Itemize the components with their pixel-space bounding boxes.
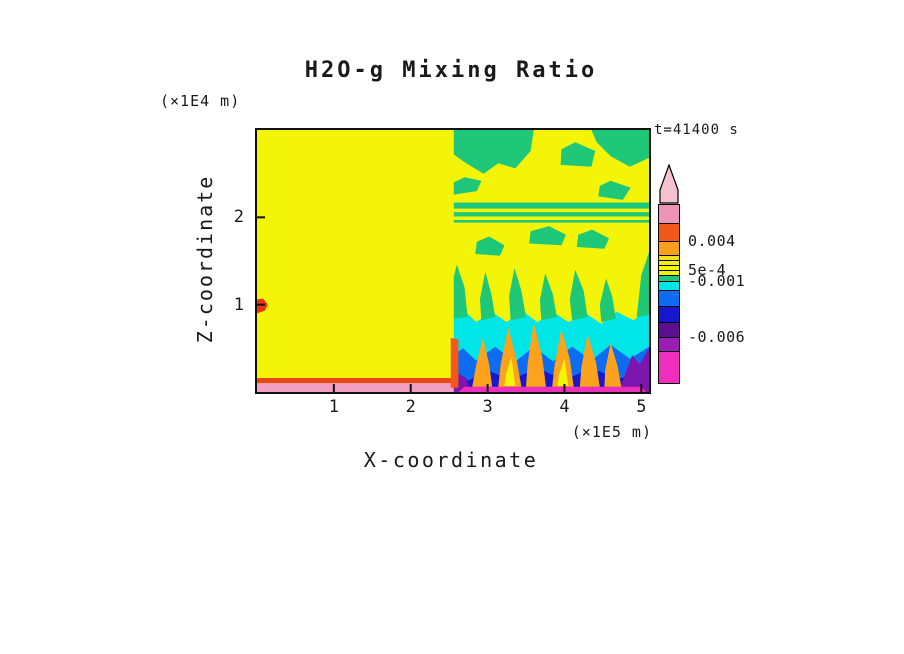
region-green-stripe-2 [453, 212, 649, 217]
region-plume-4-core [557, 358, 569, 386]
x-tick-label: 3 [482, 397, 493, 417]
colorbar-segment-10 [659, 306, 679, 322]
x-tick-label: 2 [405, 397, 416, 417]
region-green-blob-top-mid [560, 142, 596, 167]
region-green-blob-mid-1 [475, 236, 505, 256]
colorbar-segment-11 [659, 322, 679, 337]
x-axis-title: X-coordinate [363, 448, 539, 472]
colorbar-arrow-icon [659, 164, 679, 204]
colorbar-tick-label: 0.004 [688, 232, 736, 250]
x-tick-label: 4 [559, 397, 570, 417]
colorbar-segment-0 [659, 205, 679, 223]
region-plume-6 [604, 343, 622, 387]
x-tick-labels: 1 2 3 4 5 [255, 397, 651, 419]
plot-frame [255, 128, 651, 394]
colorbar-tick-label: 5e-4 [688, 261, 727, 279]
region-green-streak-3 [509, 268, 526, 321]
region-left-edge-red-dash [257, 298, 268, 314]
colorbar-tick-label: -0.006 [688, 328, 746, 346]
colorbar-segment-5 [659, 265, 679, 270]
region-plume-1 [472, 337, 493, 387]
region-plume-3 [526, 322, 546, 387]
colorbar-segment-7 [659, 275, 679, 281]
colorbar-segment-9 [659, 290, 679, 306]
region-green-streak-2 [479, 271, 496, 321]
time-annotation: t=41400 s [654, 122, 739, 138]
region-green-streak-4 [539, 273, 557, 321]
region-green-blob-upper-left [453, 177, 482, 195]
colorbar-arrow-shape [659, 164, 679, 204]
region-plume-5 [579, 334, 600, 387]
region-magenta-bottom-strip [458, 386, 646, 392]
z-tick-label: 1 [233, 294, 244, 315]
region-green-blob-top-right [591, 130, 649, 167]
colorbar: 0.004 5e-4 -0.001 -0.006 [658, 164, 798, 414]
z-axis-unit-label: (×1E4 m) [160, 92, 241, 110]
z-axis-title: Z-coordinate [193, 174, 217, 344]
region-plume-2-core [504, 357, 516, 386]
x-axis-unit-label: (×1E5 m) [571, 423, 652, 441]
colorbar-segment-12 [659, 337, 679, 351]
region-plume-2 [498, 327, 522, 387]
region-green-stripe-3 [453, 220, 649, 223]
region-green-blob-mid-2 [529, 226, 566, 246]
x-tick-label: 1 [328, 397, 339, 417]
region-green-blob-upper-right [598, 180, 631, 200]
region-plume-4 [552, 329, 574, 387]
colorbar-segment-1 [659, 223, 679, 241]
colorbar-segment-8 [659, 281, 679, 290]
region-left-bottom-red-line [257, 378, 456, 384]
region-green-streak-6 [599, 278, 616, 323]
x-tick-label: 5 [636, 397, 647, 417]
colorbar-segments [658, 204, 680, 384]
colorbar-segment-6 [659, 270, 679, 275]
region-green-stripe-1 [453, 202, 649, 209]
colorbar-segment-2 [659, 241, 679, 255]
z-tick-label: 2 [233, 207, 244, 228]
region-green-streak-1 [453, 264, 468, 319]
colorbar-segment-13 [659, 351, 679, 383]
region-green-blob-mid-3 [576, 229, 609, 249]
colorbar-segment-4 [659, 260, 679, 265]
region-green-streak-5 [569, 269, 588, 321]
contour-plot-svg [257, 130, 649, 392]
region-left-bottom-pink-strip [257, 383, 456, 392]
colorbar-segment-3 [659, 255, 679, 260]
region-boundary-orange-column [450, 337, 459, 388]
colorbar-tick-label: -0.001 [688, 272, 746, 290]
region-green-blob-top-left [453, 130, 534, 174]
region-green-streak-right-edge [636, 252, 649, 317]
chart-title: H2O-g Mixing Ratio [304, 58, 598, 83]
region-purple-right-corner [618, 348, 649, 392]
